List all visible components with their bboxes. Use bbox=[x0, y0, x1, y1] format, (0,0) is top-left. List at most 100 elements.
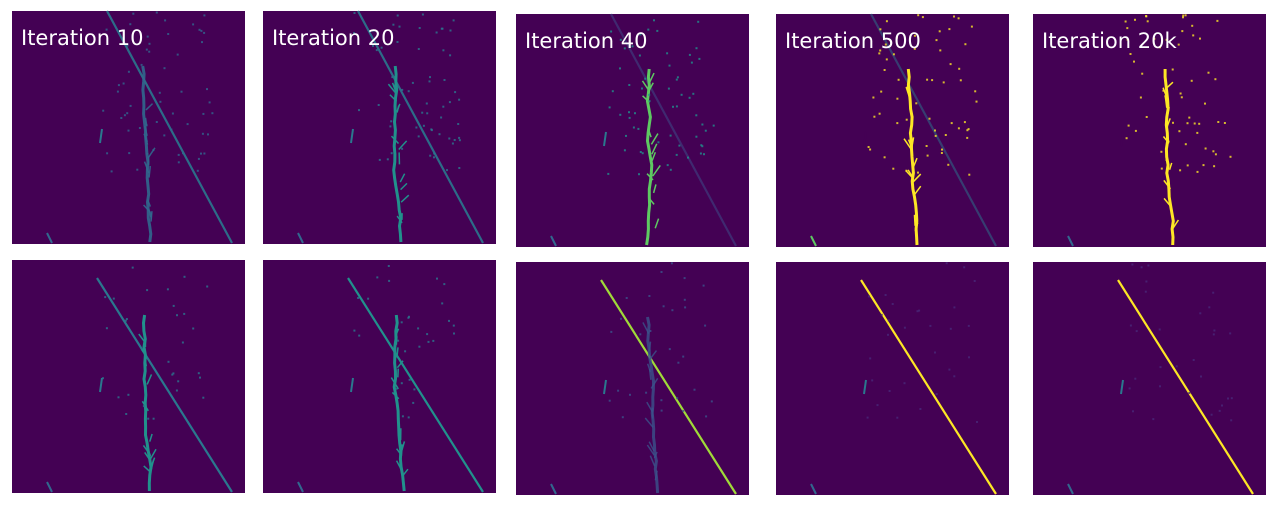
track bbox=[106, 10, 233, 244]
hit bbox=[452, 324, 455, 327]
hit bbox=[970, 25, 973, 28]
hit bbox=[1139, 96, 1142, 99]
hit bbox=[887, 333, 889, 336]
hit bbox=[704, 129, 707, 132]
shower bbox=[392, 65, 403, 243]
hit bbox=[607, 172, 610, 175]
segment bbox=[350, 377, 354, 393]
hit bbox=[878, 112, 881, 115]
hit bbox=[892, 53, 895, 56]
hit bbox=[648, 100, 651, 103]
hit bbox=[637, 127, 640, 130]
hit bbox=[127, 70, 130, 73]
hit bbox=[693, 388, 696, 391]
hit bbox=[1129, 53, 1132, 55]
hit bbox=[428, 80, 431, 83]
hit bbox=[867, 146, 870, 148]
hit bbox=[608, 399, 611, 402]
shower-branch bbox=[1162, 87, 1167, 97]
panel: Iteration 40 bbox=[516, 13, 749, 247]
hit bbox=[896, 122, 899, 125]
track bbox=[870, 13, 997, 247]
hit bbox=[407, 316, 410, 319]
hit bbox=[1144, 290, 1147, 293]
hit bbox=[957, 127, 960, 130]
hit bbox=[389, 125, 392, 128]
hit bbox=[667, 87, 670, 90]
hit bbox=[683, 298, 686, 301]
shower-branch bbox=[396, 360, 404, 369]
hit bbox=[407, 90, 410, 93]
hit bbox=[203, 31, 206, 34]
shower-branch bbox=[138, 333, 146, 344]
hit bbox=[421, 111, 424, 114]
shower bbox=[141, 314, 153, 492]
hit bbox=[913, 34, 916, 37]
hit bbox=[1223, 122, 1226, 124]
hit bbox=[112, 297, 115, 300]
hit bbox=[145, 138, 148, 141]
hit bbox=[880, 313, 883, 316]
shower bbox=[392, 314, 406, 492]
segment bbox=[297, 481, 304, 493]
hit bbox=[1172, 121, 1174, 124]
shower-branch bbox=[1166, 106, 1170, 118]
hit bbox=[903, 382, 906, 385]
hit bbox=[458, 139, 461, 142]
hit bbox=[1171, 68, 1174, 71]
hit bbox=[887, 319, 890, 322]
hit bbox=[1162, 89, 1165, 92]
hit bbox=[645, 391, 648, 394]
shower-branch bbox=[905, 170, 914, 179]
segment bbox=[1120, 379, 1124, 395]
hit bbox=[116, 90, 119, 93]
hit bbox=[387, 265, 390, 267]
hit bbox=[413, 388, 416, 391]
hit bbox=[1227, 397, 1229, 400]
hit bbox=[201, 132, 204, 135]
segment bbox=[1067, 235, 1074, 247]
shower-branch bbox=[649, 350, 658, 360]
hit bbox=[1210, 413, 1213, 416]
hit bbox=[377, 104, 380, 106]
shower-branch bbox=[642, 95, 651, 103]
hit bbox=[976, 421, 978, 423]
hit bbox=[1213, 165, 1216, 168]
hit bbox=[1182, 16, 1184, 19]
hit bbox=[102, 377, 104, 380]
hit bbox=[145, 124, 148, 127]
shower-branch bbox=[910, 137, 915, 149]
hit bbox=[125, 413, 128, 415]
hit bbox=[353, 329, 356, 332]
shower-branch bbox=[654, 218, 660, 229]
shower-branch bbox=[651, 143, 658, 155]
hit bbox=[167, 33, 170, 35]
segment bbox=[46, 232, 53, 244]
hit bbox=[928, 117, 931, 120]
hit bbox=[148, 50, 151, 53]
hit bbox=[1135, 330, 1138, 333]
panel bbox=[516, 262, 749, 495]
hit bbox=[1230, 419, 1233, 422]
hit bbox=[422, 124, 425, 127]
hit bbox=[682, 409, 685, 412]
hit bbox=[412, 401, 415, 404]
hit bbox=[639, 333, 642, 336]
hit bbox=[1159, 385, 1161, 388]
hit bbox=[170, 128, 173, 131]
hit bbox=[176, 314, 178, 317]
hit bbox=[430, 128, 433, 131]
hit bbox=[449, 29, 452, 32]
hit bbox=[1188, 392, 1191, 394]
shower-branch bbox=[646, 363, 652, 373]
shower-branch bbox=[906, 86, 910, 96]
hit bbox=[128, 152, 131, 155]
hit bbox=[183, 275, 186, 278]
hit bbox=[647, 28, 650, 31]
hit bbox=[105, 327, 108, 330]
hit bbox=[668, 64, 671, 67]
hit bbox=[610, 330, 613, 333]
hit bbox=[939, 49, 942, 52]
hit bbox=[378, 158, 381, 161]
hit bbox=[1229, 155, 1232, 158]
